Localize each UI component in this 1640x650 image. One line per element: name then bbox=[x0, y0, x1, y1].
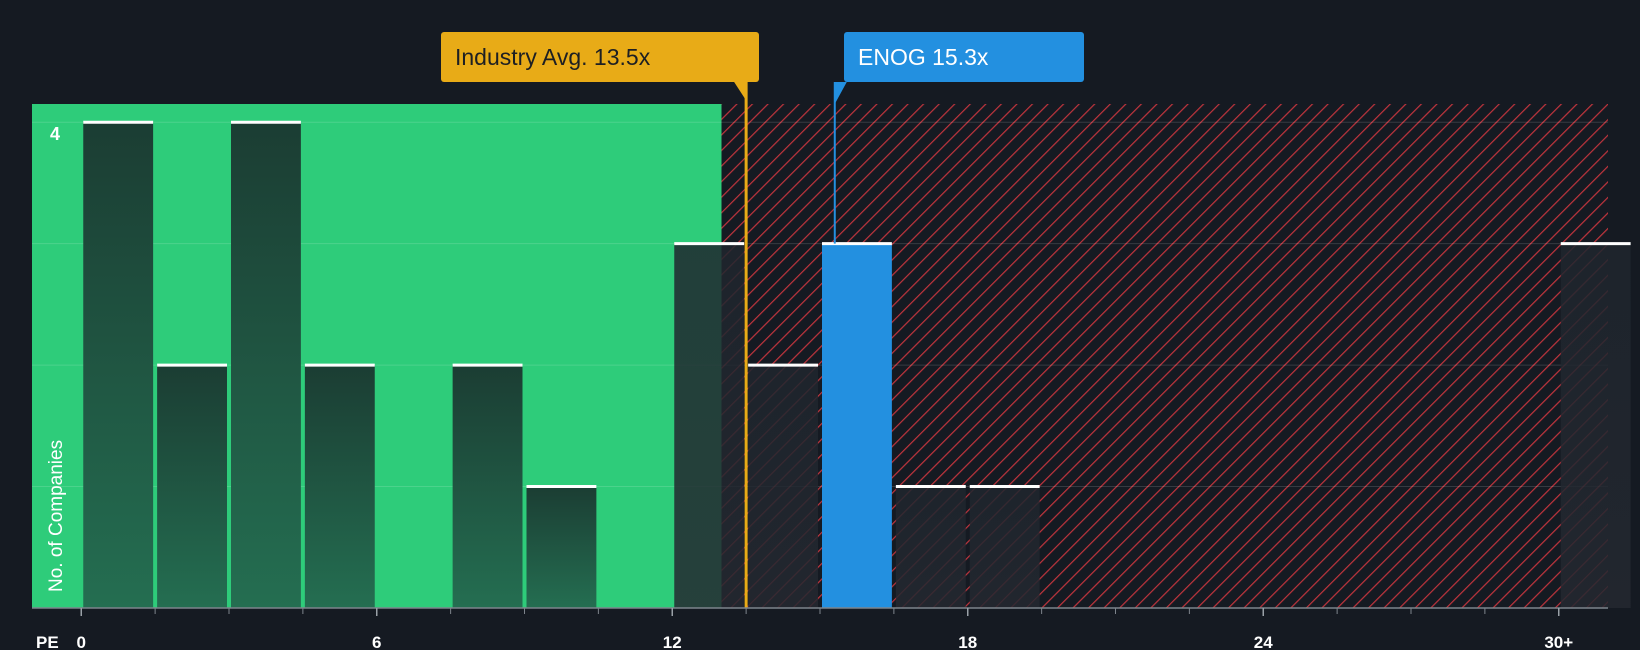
company-callout-pointer bbox=[834, 82, 847, 104]
histogram-bar bbox=[1560, 243, 1631, 608]
x-tick-label: 12 bbox=[663, 633, 682, 650]
industry-average-callout: Industry Avg. 13.5x bbox=[441, 32, 759, 82]
histogram-bar bbox=[526, 486, 597, 608]
histogram-bar bbox=[304, 365, 375, 608]
histogram-bar bbox=[83, 122, 154, 609]
y-axis-label: No. of Companies bbox=[46, 440, 67, 592]
x-tick-label: 18 bbox=[958, 633, 977, 650]
histogram-bar bbox=[895, 486, 966, 608]
x-tick-label: 24 bbox=[1254, 633, 1273, 650]
histogram-bar bbox=[969, 486, 1040, 608]
x-axis-label: PE bbox=[36, 633, 59, 650]
x-tick-label: 0 bbox=[77, 633, 86, 650]
histogram-bar bbox=[822, 243, 892, 608]
histogram-bar bbox=[157, 365, 227, 608]
y-tick-label-4: 4 bbox=[50, 124, 61, 144]
histogram-bar bbox=[452, 365, 523, 608]
x-tick-label: 6 bbox=[372, 633, 381, 650]
histogram-bar bbox=[674, 243, 745, 608]
histogram-bar bbox=[231, 122, 301, 609]
company-pe-callout: ENOG 15.3x bbox=[844, 32, 1084, 82]
industry-callout-pointer bbox=[734, 82, 748, 102]
histogram-bar bbox=[748, 365, 818, 608]
x-tick-label: 30+ bbox=[1544, 633, 1573, 650]
